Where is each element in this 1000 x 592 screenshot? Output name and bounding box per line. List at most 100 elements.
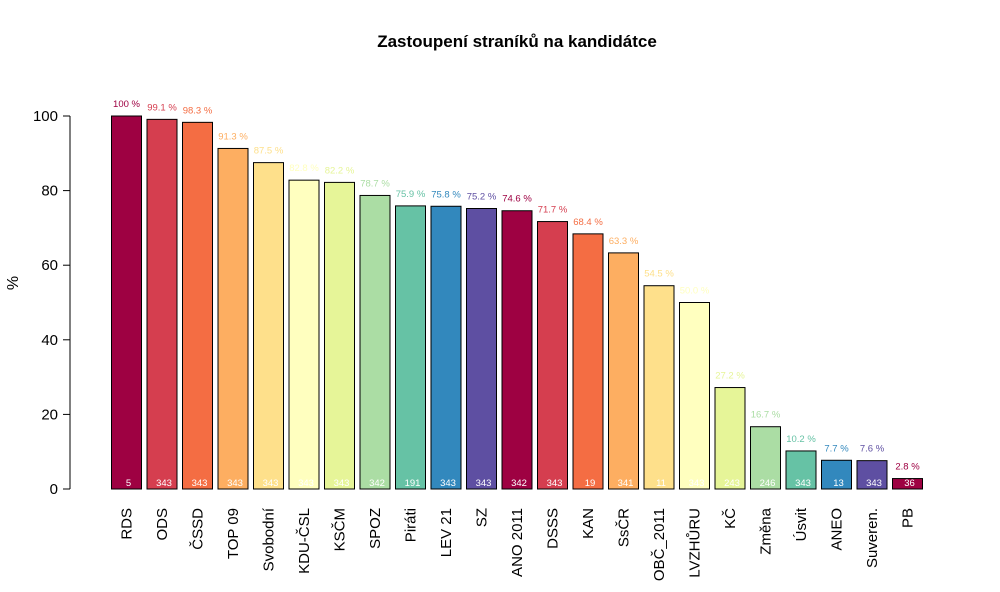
bar-12 [537,221,568,490]
value-label: 68.4 % [573,217,603,228]
bar-7 [359,194,391,490]
value-label: 10.2 % [786,434,816,445]
bar-16 [679,302,710,490]
x-tick-label: SsČR [616,508,633,547]
bar-0 [111,115,142,490]
value-label: 91.3 % [218,131,248,142]
value-label: 100 % [113,99,140,110]
count-label: 341 [618,478,634,489]
y-tick-label: 40 [41,332,58,349]
bar-10 [466,208,497,490]
bar-8 [395,205,426,490]
bar-19 [785,450,817,490]
bar-11 [501,210,533,490]
x-tick-label: SPOZ [367,508,384,549]
value-label: 71.7 % [538,205,568,216]
count-label: 11 [656,478,666,489]
y-tick-label: 0 [50,481,58,498]
x-tick-label: ANEO [829,508,846,551]
count-label: 343 [192,478,208,489]
x-tick-label: ČSSD [190,508,207,550]
x-tick-label: LVZHŮRU [686,508,704,578]
y-tick-label: 100 [33,108,58,125]
bars: 100 % 5 RDS 99.1 % 343 ODS 98.3 % 343 ČSSD 91.3 %… [111,99,923,581]
bar-4 [253,162,284,490]
x-tick-label: Úsvit [793,507,810,541]
bar-15 [643,285,675,490]
bar-2 [182,121,213,490]
x-tick-label: Svobodní [261,507,278,571]
bar-18 [750,426,781,490]
y-tick-label: 60 [41,257,58,274]
x-tick-label: Piráti [403,508,420,542]
count-label: 343 [689,478,705,489]
count-label: 5 [126,478,131,489]
bar-13 [572,233,604,490]
bar-1 [146,118,178,490]
count-label: 343 [334,478,350,489]
bar-9 [430,205,462,490]
bar-17 [714,387,746,490]
count-label: 243 [724,478,740,489]
y-tick-label: 80 [41,183,58,200]
x-tick-label: ODS [154,508,171,541]
value-label: 63.3 % [609,236,639,247]
x-tick-label: Změna [758,507,775,554]
value-label: 82.8 % [289,163,319,174]
count-label: 343 [298,478,314,489]
count-label: 13 [833,478,844,489]
x-tick-label: RDS [119,508,136,540]
value-label: 16.7 % [751,410,781,421]
bar-14 [608,252,639,490]
x-tick-label: Suveren. [864,508,881,568]
count-label: 342 [511,478,527,489]
count-label: 343 [263,478,279,489]
count-label: 19 [585,478,596,489]
value-label: 78.7 % [360,178,390,189]
value-label: 2.8 % [895,462,920,473]
value-label: 75.9 % [396,189,426,200]
x-tick-label: DSSS [545,508,562,549]
value-label: 98.3 % [183,105,213,116]
value-label: 50.0 % [680,286,710,297]
x-tick-label: KČ [722,508,739,529]
x-tick-label: TOP 09 [225,508,242,559]
y-tick-label: 20 [41,406,58,423]
x-tick-label: PB [900,508,917,528]
value-label: 54.5 % [644,269,674,280]
bar-5 [288,179,320,490]
x-tick-label: OBČ_2011 [651,508,668,581]
bar-22 [892,478,923,490]
count-label: 246 [760,478,776,489]
value-label: 7.7 % [824,443,849,454]
x-tick-label: KDU-ČSL [296,508,313,574]
bar-6 [324,181,355,490]
count-label: 343 [476,478,492,489]
x-tick-label: SZ [474,508,491,527]
x-tick-label: KSČM [332,508,349,551]
value-label: 27.2 % [715,371,745,382]
count-label: 343 [795,478,811,489]
bar-20 [821,459,852,490]
value-label: 87.5 % [254,146,284,157]
count-label: 342 [369,478,385,489]
count-label: 343 [156,478,172,489]
x-tick-label: ANO 2011 [509,508,526,577]
bar-21 [856,460,888,490]
y-axis: 0 20 40 60 80 100 [33,108,71,498]
value-label: 75.8 % [431,189,461,200]
value-label: 75.2 % [467,192,497,203]
count-label: 343 [866,478,882,489]
count-label: 343 [547,478,563,489]
value-label: 99.1 % [147,102,177,113]
value-label: 82.2 % [325,165,355,176]
count-label: 36 [904,478,915,489]
value-label: 7.6 % [860,444,885,455]
y-axis-label: % [5,276,22,290]
count-label: 343 [227,478,243,489]
bar-3 [217,147,249,490]
count-label: 343 [440,478,456,489]
value-label: 74.6 % [502,194,532,205]
